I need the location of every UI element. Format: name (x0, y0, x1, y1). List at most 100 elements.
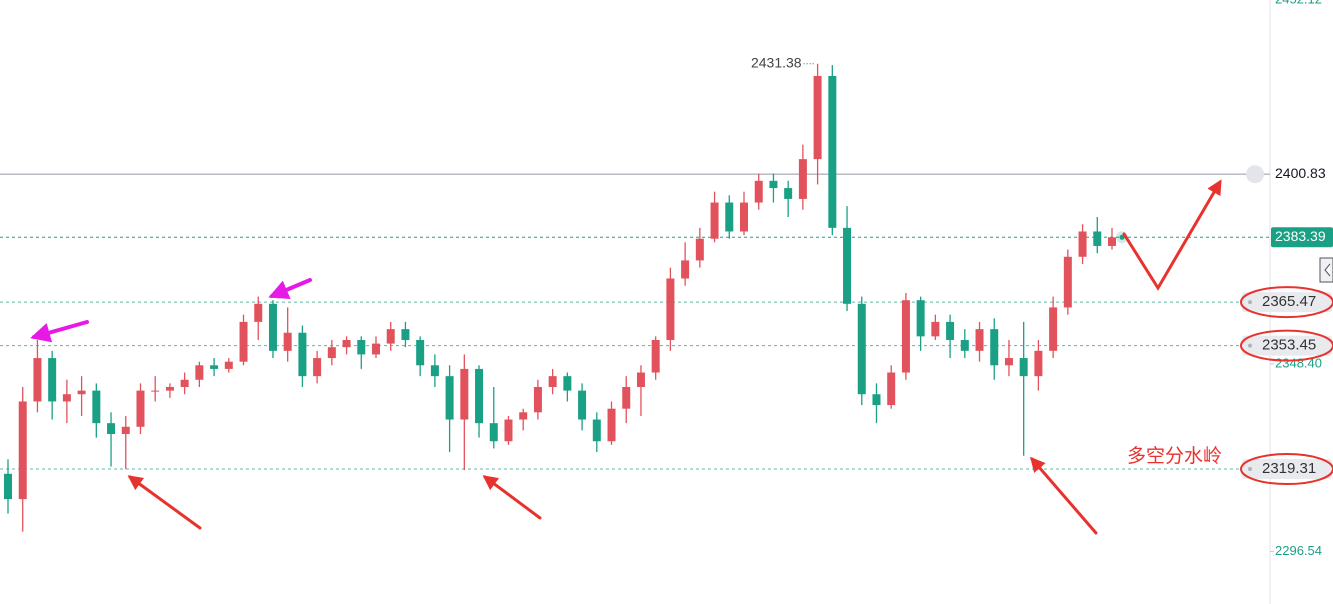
price-label: 2365.47 (1262, 293, 1316, 310)
candle-body (18, 401, 27, 500)
candle-body (4, 473, 12, 500)
candle-body (578, 390, 587, 420)
candle-body (533, 386, 542, 413)
candle-body (210, 365, 219, 369)
annotation: 多空分水岭 (1127, 445, 1222, 467)
candle-body (416, 339, 425, 366)
candle-body (165, 386, 174, 391)
candle-body (92, 390, 101, 424)
candle-body (33, 358, 42, 402)
candle-body (107, 423, 116, 435)
candle-body (519, 412, 528, 420)
price-label-box (1242, 459, 1332, 480)
candle-body (372, 343, 380, 355)
price-label-box (1242, 292, 1332, 313)
candle-body (136, 390, 145, 427)
collapse-handle (1319, 257, 1333, 283)
candle-body (342, 339, 351, 348)
candle-body (666, 278, 675, 340)
max-label: 2431.38 (751, 54, 802, 70)
candle-body (62, 394, 71, 402)
arrow (482, 475, 542, 520)
candle-body (48, 358, 57, 402)
candle-body (872, 394, 881, 406)
candle-body (681, 260, 690, 279)
price-label-icon (1248, 467, 1252, 472)
candle-body (725, 202, 734, 232)
candle-body (784, 188, 793, 199)
candle-body (651, 339, 660, 373)
candle-body (1004, 358, 1013, 366)
candle-body (813, 75, 822, 160)
price-label-box (1271, 227, 1333, 248)
arrow (127, 475, 202, 530)
arrow (1030, 456, 1098, 535)
price-label: 2353.45 (1262, 337, 1316, 354)
candle-body (430, 365, 439, 377)
candle-body (931, 321, 940, 337)
candle-body (445, 376, 454, 420)
candle-body (283, 332, 292, 351)
candle-body (901, 300, 910, 373)
candle-body (504, 419, 513, 442)
y-tick-label: 2452.12 (1275, 0, 1322, 6)
candle-body (239, 321, 248, 362)
candle-body (548, 376, 557, 387)
y-tick-label: 2296.54 (1275, 543, 1322, 558)
candle-body (460, 368, 469, 420)
alert-icon (1246, 165, 1264, 184)
candle-body (1019, 358, 1028, 377)
candle-body (1078, 231, 1087, 257)
candle-body (843, 227, 852, 304)
candle-body (1049, 307, 1058, 351)
candle-body (990, 329, 999, 366)
candle-body (946, 321, 955, 340)
candle-body (401, 329, 410, 340)
price-label: 2383.39 (1275, 228, 1326, 244)
candle-body (828, 75, 837, 228)
candle-body (357, 339, 366, 355)
candle-body (1093, 231, 1102, 246)
price-label-box (1242, 335, 1332, 356)
candle-body (754, 180, 763, 203)
price-label-icon (1248, 343, 1252, 348)
candle-body (960, 339, 969, 351)
candle-body (798, 159, 807, 199)
arrows (30, 179, 1222, 535)
highlight-ellipse (1240, 453, 1333, 486)
price-label: 2400.83 (1275, 165, 1326, 181)
candle-body (313, 358, 322, 377)
candle-body (298, 332, 307, 377)
candle-body (254, 303, 263, 322)
candle-body (887, 372, 896, 406)
last-price-dot (1119, 234, 1125, 240)
candle-body (327, 347, 336, 359)
candle-body (77, 390, 86, 395)
candle-body (195, 365, 204, 380)
candle-body (592, 419, 601, 442)
candle-body (607, 408, 616, 442)
price-label-box (1271, 164, 1333, 185)
candle-body (121, 426, 130, 435)
price-label-icon (1248, 300, 1252, 305)
candle-body (975, 329, 984, 351)
candle-body (1034, 350, 1043, 377)
candle-body (857, 303, 866, 395)
price-label: 2319.31 (1262, 460, 1316, 477)
arrow (1122, 179, 1222, 291)
highlight-ellipse (1240, 286, 1333, 319)
candle-body (636, 372, 645, 387)
candle-body (1108, 237, 1116, 246)
candle-body (769, 180, 778, 189)
candle-body (563, 376, 572, 391)
candle-body (151, 390, 160, 392)
candle-body (180, 379, 189, 387)
candle-body (475, 368, 484, 424)
candle-body (916, 300, 925, 337)
candle-body (268, 303, 277, 351)
candle-body (224, 361, 233, 369)
candle-body (740, 202, 748, 232)
candle-body (489, 423, 498, 442)
arrow (268, 278, 312, 300)
